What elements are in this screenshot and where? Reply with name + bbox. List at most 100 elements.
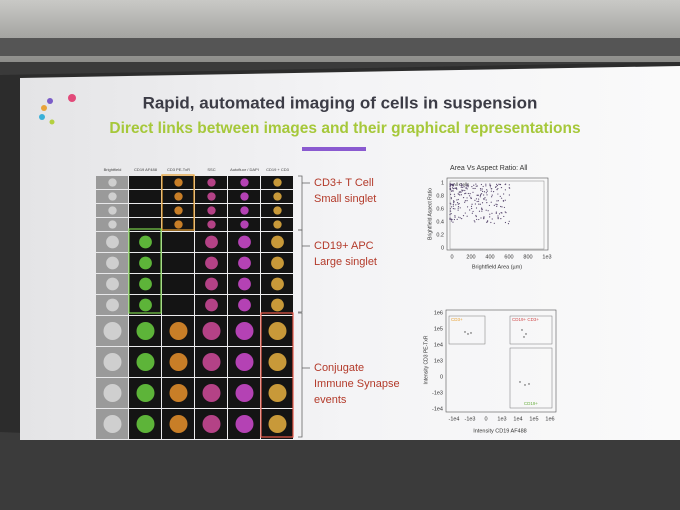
dot: [474, 221, 476, 223]
dot: [481, 193, 483, 195]
y-tick-label: 0.2: [436, 232, 444, 238]
dot: [496, 204, 498, 206]
dot: [456, 218, 458, 220]
slide: Rapid, automated imaging of cells in sus…: [96, 93, 581, 439]
dot: [462, 189, 464, 192]
dot: [477, 200, 480, 202]
dot: [495, 186, 497, 188]
dot: [475, 207, 478, 209]
dot: [487, 210, 489, 212]
cell-blob: [174, 220, 183, 229]
dot: [452, 203, 454, 206]
cell-blob: [240, 220, 249, 229]
y-tick-label: 0.4: [436, 219, 444, 225]
dot: [468, 195, 471, 197]
dot: [481, 202, 484, 204]
dot: [469, 209, 471, 211]
dot: [460, 185, 463, 187]
dot: [474, 187, 476, 190]
dot: [478, 218, 480, 221]
x-tick-label: 1e5: [529, 416, 538, 422]
dot: [495, 211, 497, 213]
dot: [471, 207, 473, 210]
cell-blob: [103, 353, 122, 371]
dot: [476, 194, 478, 196]
dot: [454, 187, 456, 189]
y-tick-label: 1e5: [434, 326, 443, 332]
dot: [486, 194, 488, 196]
dot: [491, 196, 493, 198]
dot: [451, 183, 453, 186]
cell-blob: [205, 277, 218, 291]
column-header: Autofluor / DAPI: [230, 167, 259, 172]
x-axis-label: Brightfield Area (µm): [472, 264, 522, 270]
cell-blob: [271, 235, 284, 249]
dot: [519, 381, 521, 383]
dot: [489, 216, 491, 218]
cell-blob: [174, 178, 183, 187]
cell-blob: [235, 384, 254, 402]
dot: [492, 191, 495, 193]
dot: [456, 188, 458, 190]
cell-blob: [108, 178, 117, 187]
dot: [478, 210, 481, 212]
dot: [498, 183, 500, 185]
dot: [479, 194, 482, 197]
dot: [456, 202, 459, 204]
dot: [471, 203, 473, 205]
cell-blob: [202, 353, 221, 371]
y-tick-label: 0.8: [436, 193, 444, 199]
dot: [499, 195, 501, 197]
dot: [523, 336, 525, 338]
dot: [454, 215, 456, 217]
cell-blob: [103, 415, 122, 433]
cell-blob: [136, 415, 155, 433]
dot: [486, 202, 488, 204]
dot: [503, 206, 506, 209]
x-tick-label: 1e3: [542, 254, 551, 260]
cell-blob: [238, 235, 251, 249]
dot: [489, 183, 491, 185]
dot: [485, 209, 487, 211]
dot: [457, 207, 459, 209]
annotation-text: Immune Synapse: [314, 378, 400, 390]
dot: [473, 184, 475, 186]
dot: [454, 216, 456, 218]
cell-blob: [106, 277, 119, 291]
gate: [509, 347, 553, 409]
cell-blob: [268, 384, 287, 402]
y-tick-label: 0.6: [436, 206, 444, 212]
dot: [500, 218, 502, 220]
dot: [454, 195, 456, 197]
dot: [452, 205, 454, 207]
x-tick-label: 0: [484, 416, 487, 422]
plot-frame: [445, 309, 557, 413]
highlight-box: [260, 312, 294, 438]
cell-blob: [139, 235, 152, 249]
dot: [462, 186, 464, 188]
cell-blob: [207, 192, 216, 201]
dot: [458, 184, 461, 186]
dot: [491, 212, 493, 214]
dot: [452, 185, 455, 187]
dot: [476, 200, 478, 203]
cell-blob: [238, 298, 251, 312]
cell-blob: [207, 178, 216, 187]
dot: [480, 193, 482, 195]
dot: [475, 183, 477, 185]
slide-title: Rapid, automated imaging of cells in sus…: [143, 93, 538, 112]
dot: [460, 186, 462, 188]
dot: [464, 192, 466, 195]
dot: [460, 194, 462, 196]
dot: [453, 201, 455, 203]
dot: [521, 329, 523, 331]
x-tick-label: 1e4: [513, 416, 522, 422]
dot: [462, 196, 465, 199]
cell-blob: [273, 220, 282, 229]
dot: [475, 214, 477, 217]
dot: [452, 183, 454, 185]
dot: [478, 198, 480, 200]
cell-blob: [169, 322, 188, 340]
dot: [508, 220, 510, 222]
cell-blob: [108, 220, 117, 229]
